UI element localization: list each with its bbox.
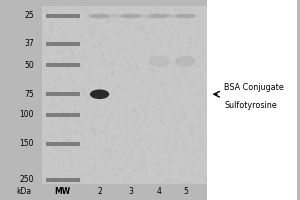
Text: 250: 250 [20,176,34,184]
Text: 150: 150 [20,139,34,148]
Ellipse shape [148,14,170,19]
Text: 100: 100 [20,110,34,119]
Bar [91,14,195,18]
Text: 2: 2 [97,188,102,196]
Bar [207,0,297,200]
Text: 3: 3 [128,188,133,196]
Text: kDa: kDa [16,188,31,196]
Ellipse shape [89,14,110,19]
Ellipse shape [176,14,196,19]
Text: 50: 50 [24,61,34,70]
Ellipse shape [176,56,196,67]
Text: 75: 75 [24,90,34,99]
Text: 37: 37 [24,39,34,48]
Bar [46,178,80,182]
Text: BSA Conjugate: BSA Conjugate [224,83,284,92]
Text: 5: 5 [183,188,188,196]
Ellipse shape [120,14,141,19]
Bar [42,6,208,184]
Bar [46,92,80,96]
Bar [46,63,80,67]
Ellipse shape [148,56,170,67]
Bar [46,113,80,117]
Text: Sulfotyrosine: Sulfotyrosine [224,101,277,110]
Text: 4: 4 [157,188,161,196]
Text: 25: 25 [25,11,34,21]
Ellipse shape [90,89,109,99]
Bar [46,14,80,18]
Bar [46,142,80,146]
Bar [46,42,80,46]
Text: MW: MW [54,188,70,196]
